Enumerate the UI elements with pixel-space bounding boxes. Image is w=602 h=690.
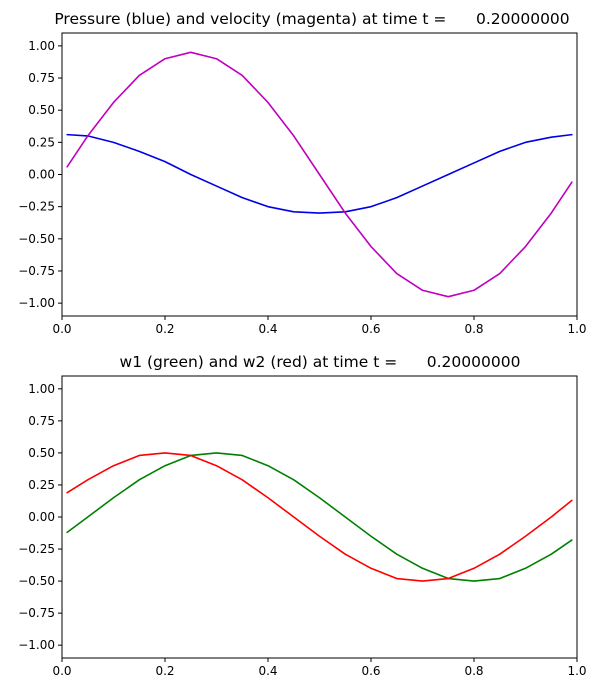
top-chart-y-tick-label: 0.00 (28, 168, 55, 182)
bottom-chart-x-tick-label: 0.6 (361, 664, 380, 678)
bottom-chart-y-tick-label: −1.00 (18, 638, 55, 652)
top-chart-series-line-1 (66, 133, 573, 214)
top-chart-y-tick-label: 0.25 (28, 135, 55, 149)
bottom-chart-y-tick-label: 1.00 (28, 382, 55, 396)
top-chart-y-tick-label: −0.25 (18, 200, 55, 214)
bottom-chart-x-tick-label: 0.8 (464, 664, 483, 678)
top-chart-y-tick-label: −0.50 (18, 232, 55, 246)
top-chart-y-tick-label: 1.00 (28, 39, 55, 53)
bottom-chart-y-tick-label: 0.25 (28, 478, 55, 492)
top-chart-x-tick-label: 0.4 (258, 322, 277, 336)
top-chart-x-tick-label: 0.8 (464, 322, 483, 336)
bottom-chart-y-tick-label: 0.75 (28, 414, 55, 428)
bottom-chart-y-tick-label: 0.00 (28, 510, 55, 524)
bottom-chart: w1 (green) and w2 (red) at time t = 0.20… (18, 353, 586, 678)
bottom-chart-y-tick-label: −0.50 (18, 574, 55, 588)
bottom-chart-series-line-2 (66, 452, 573, 582)
bottom-chart-x-tick-label: 0.4 (258, 664, 277, 678)
bottom-chart-x-tick-label: 0.2 (155, 664, 174, 678)
bottom-chart-y-tick-label: −0.25 (18, 542, 55, 556)
bottom-chart-title: w1 (green) and w2 (red) at time t = 0.20… (120, 353, 521, 371)
top-chart-x-tick-label: 0.6 (361, 322, 380, 336)
top-chart: Pressure (blue) and velocity (magenta) a… (18, 10, 586, 336)
top-chart-x-tick-label: 1.0 (567, 322, 586, 336)
bottom-chart-series-line-1 (66, 452, 573, 582)
bottom-chart-plot-area: 0.0 0.2 0.4 0.6 0.8 1.0 −1.00 −0.75 −0.50 −0.25 0.… (18, 375, 587, 678)
top-chart-x-tick-label: 0.0 (52, 322, 71, 336)
top-chart-title: Pressure (blue) and velocity (magenta) a… (54, 10, 569, 28)
top-chart-y-tick-label: 0.50 (28, 103, 55, 117)
top-chart-plot-area: 0.0 0.2 0.4 0.6 0.8 1.0 −1.00 −0.75 −0.50 −0.25 0.… (18, 32, 587, 336)
top-chart-series-line-2 (66, 51, 573, 298)
top-chart-y-tick-label: −1.00 (18, 296, 55, 310)
top-chart-x-tick-label: 0.2 (155, 322, 174, 336)
bottom-chart-frame (61, 375, 578, 659)
top-chart-y-tick-label: −0.75 (18, 264, 55, 278)
bottom-chart-y-tick-label: 0.50 (28, 446, 55, 460)
bottom-chart-x-tick-label: 0.0 (52, 664, 71, 678)
bottom-chart-y-tick-label: −0.75 (18, 606, 55, 620)
top-chart-y-tick-label: 0.75 (28, 71, 55, 85)
bottom-chart-x-tick-label: 1.0 (567, 664, 586, 678)
